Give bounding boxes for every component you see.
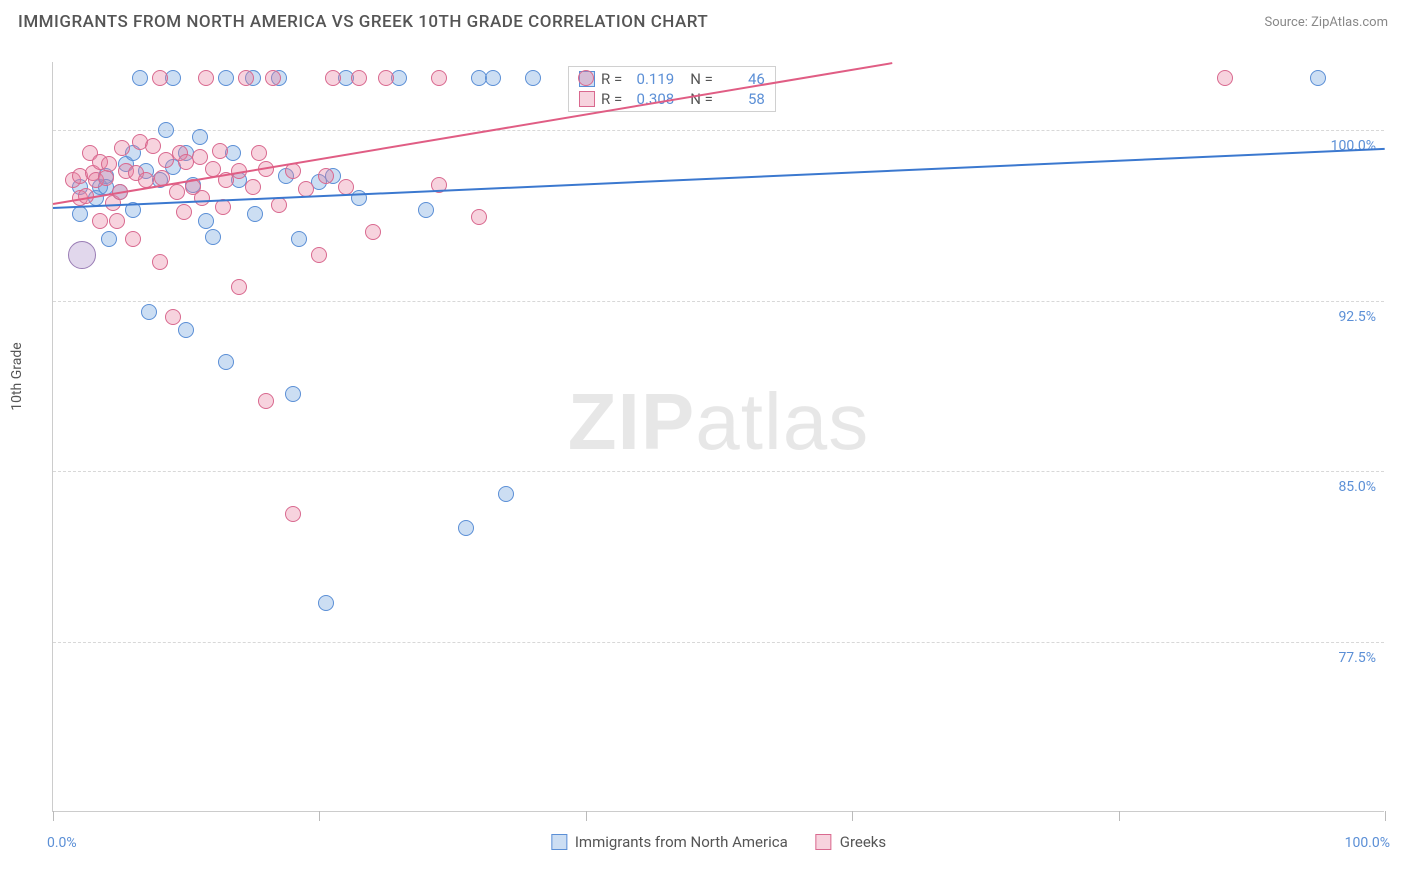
data-point-greeks xyxy=(325,70,341,86)
x-tick xyxy=(852,811,853,821)
legend-label: Greeks xyxy=(840,833,886,851)
correlation-legend: R = 0.119 N = 46 R = 0.308 N = 58 xyxy=(568,66,776,112)
data-point-immigrants xyxy=(285,386,301,402)
data-point-immigrants xyxy=(1310,70,1326,86)
x-tick xyxy=(319,811,320,821)
gridline xyxy=(53,301,1384,302)
legend-n-value: 58 xyxy=(719,90,765,108)
y-tick-label: 77.5% xyxy=(1338,650,1376,666)
scatter-chart: 10th Grade ZIPatlas 0.0% 100.0% R = 0.11… xyxy=(52,62,1384,812)
data-point-immigrants xyxy=(158,122,174,138)
data-point-immigrants xyxy=(178,322,194,338)
legend-r-label: R = xyxy=(601,90,622,108)
data-point-immigrants xyxy=(141,304,157,320)
y-tick-label: 92.5% xyxy=(1338,309,1376,325)
data-point-greeks xyxy=(152,70,168,86)
data-point-greeks xyxy=(98,170,114,186)
data-point-greeks xyxy=(125,231,141,247)
data-point-immigrants xyxy=(225,145,241,161)
legend-r-value: 0.119 xyxy=(628,70,674,88)
data-point-immigrants xyxy=(525,70,541,86)
data-point-greeks xyxy=(101,156,117,172)
y-tick-label: 85.0% xyxy=(1338,479,1376,495)
x-tick xyxy=(1119,811,1120,821)
data-point-immigrants xyxy=(192,129,208,145)
data-point-immigrants xyxy=(205,229,221,245)
data-point-immigrants xyxy=(458,520,474,536)
data-point-greeks xyxy=(311,247,327,263)
x-tick xyxy=(1385,811,1386,821)
data-point-greeks xyxy=(351,70,367,86)
data-point-greeks xyxy=(114,140,130,156)
watermark: ZIPatlas xyxy=(568,376,869,468)
data-point-immigrants xyxy=(132,70,148,86)
legend-swatch-greeks xyxy=(816,834,832,850)
data-point-greeks xyxy=(471,209,487,225)
data-point-greeks xyxy=(265,70,281,86)
x-tick xyxy=(53,811,54,821)
data-point-greeks xyxy=(258,393,274,409)
data-point-greeks xyxy=(285,506,301,522)
data-point-greeks xyxy=(431,70,447,86)
data-point-greeks xyxy=(338,179,354,195)
data-point-greeks xyxy=(245,179,261,195)
data-point-greeks xyxy=(231,279,247,295)
data-point-greeks xyxy=(238,70,254,86)
data-point-immigrants xyxy=(218,70,234,86)
x-axis-max-label: 100.0% xyxy=(1345,835,1390,851)
data-point-greeks xyxy=(198,70,214,86)
data-point-immigrants xyxy=(291,231,307,247)
x-axis-min-label: 0.0% xyxy=(47,835,77,851)
data-point-greeks xyxy=(1217,70,1233,86)
data-point-greeks xyxy=(194,190,210,206)
data-point-greeks xyxy=(92,213,108,229)
gridline xyxy=(53,642,1384,643)
data-point-immigrants xyxy=(247,206,263,222)
gridline xyxy=(53,130,1384,131)
data-point-greeks xyxy=(212,143,228,159)
chart-title: IMMIGRANTS FROM NORTH AMERICA VS GREEK 1… xyxy=(18,12,708,32)
data-point-greeks xyxy=(215,199,231,215)
data-point-greeks xyxy=(176,204,192,220)
y-axis-title: 10th Grade xyxy=(9,342,25,410)
data-point-greeks xyxy=(109,213,125,229)
data-point-immigrants xyxy=(498,486,514,502)
bottom-legend-item-immigrants: Immigrants from North America xyxy=(551,833,788,851)
data-point-special xyxy=(68,241,96,269)
source-label: Source: ZipAtlas.com xyxy=(1264,15,1388,30)
data-point-greeks xyxy=(251,145,267,161)
data-point-immigrants xyxy=(485,70,501,86)
legend-label: Immigrants from North America xyxy=(575,833,788,851)
data-point-greeks xyxy=(192,149,208,165)
data-point-immigrants xyxy=(72,206,88,222)
legend-swatch-immigrants xyxy=(551,834,567,850)
legend-r-label: R = xyxy=(601,70,622,88)
data-point-greeks xyxy=(169,184,185,200)
x-tick xyxy=(586,811,587,821)
data-point-greeks xyxy=(378,70,394,86)
data-point-greeks xyxy=(165,309,181,325)
data-point-immigrants xyxy=(418,202,434,218)
bottom-legend-item-greeks: Greeks xyxy=(816,833,886,851)
data-point-greeks xyxy=(578,70,594,86)
bottom-legend: Immigrants from North America Greeks xyxy=(551,833,886,851)
legend-swatch-greeks xyxy=(579,91,595,107)
data-point-greeks xyxy=(152,254,168,270)
data-point-greeks xyxy=(318,168,334,184)
legend-n-label: N = xyxy=(690,70,713,88)
data-point-greeks xyxy=(145,138,161,154)
gridline xyxy=(53,471,1384,472)
data-point-immigrants xyxy=(218,354,234,370)
data-point-immigrants xyxy=(318,595,334,611)
data-point-immigrants xyxy=(101,231,117,247)
data-point-greeks xyxy=(365,224,381,240)
data-point-immigrants xyxy=(198,213,214,229)
data-point-greeks xyxy=(271,197,287,213)
